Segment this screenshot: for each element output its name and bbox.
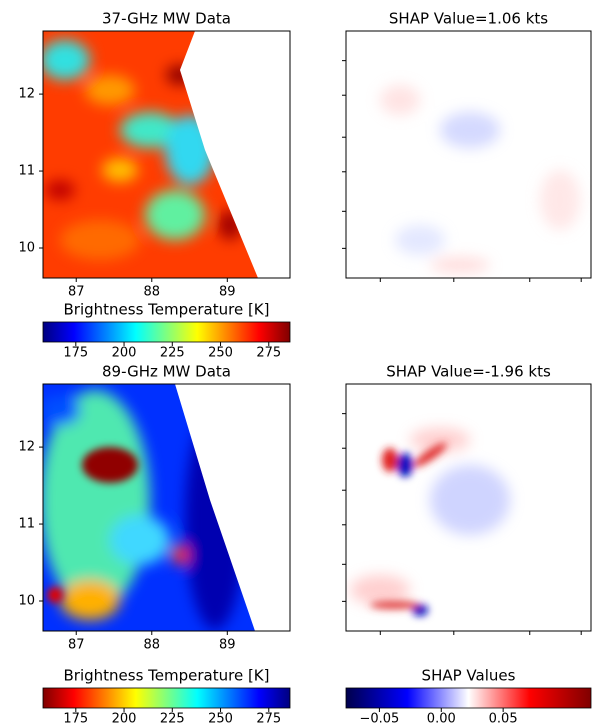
plot-frame	[345, 383, 592, 632]
colorbar-label: SHAP Values	[422, 667, 516, 685]
colorbar-tick-label: 175	[63, 346, 88, 361]
chart-title: SHAP Value=1.06 kts	[389, 10, 548, 28]
y-tick-label: 12	[18, 87, 35, 102]
colorbar-tick-label: 225	[160, 346, 185, 361]
colorbar-label: Brightness Temperature [K]	[64, 301, 270, 319]
x-tick-label: 87	[68, 285, 85, 300]
x-tick-label: 87	[68, 638, 85, 653]
colorbar	[42, 321, 291, 343]
colorbar-tick-label: 250	[208, 712, 233, 727]
colorbar-tick-label: 250	[208, 346, 233, 361]
shap-image	[346, 384, 592, 631]
colorbar-tick-label: 0.05	[489, 712, 518, 727]
plot-frame	[345, 30, 592, 279]
x-tick-label: 88	[143, 285, 160, 300]
y-tick-label: 10	[18, 240, 35, 255]
colorbar-tick-label: 200	[112, 712, 137, 727]
plot-frame	[42, 30, 291, 279]
colorbar	[345, 687, 592, 709]
y-tick-label: 11	[18, 517, 35, 532]
colorbar-label: Brightness Temperature [K]	[64, 667, 270, 685]
chart-title: SHAP Value=-1.96 kts	[386, 363, 551, 381]
colorbar-tick-label: −0.05	[359, 712, 399, 727]
plot-frame	[42, 383, 291, 632]
chart-title: 37-GHz MW Data	[102, 10, 231, 28]
y-tick-label: 12	[18, 440, 35, 455]
colorbar-tick-label: 225	[160, 712, 185, 727]
x-tick-label: 88	[143, 638, 160, 653]
colorbar-tick-label: 200	[112, 346, 137, 361]
chart-title: 89-GHz MW Data	[102, 363, 231, 381]
colorbar-tick-label: 0.00	[427, 712, 456, 727]
colorbar-tick-label: 175	[63, 712, 88, 727]
y-tick-label: 11	[18, 164, 35, 179]
heatmap-image	[43, 384, 290, 631]
x-tick-label: 89	[219, 638, 236, 653]
colorbar-tick-label: 275	[256, 346, 281, 361]
y-tick-label: 10	[18, 593, 35, 608]
shap-image	[346, 31, 592, 278]
colorbar-tick-label: 275	[256, 712, 281, 727]
colorbar	[42, 687, 291, 709]
heatmap-image	[43, 31, 290, 278]
x-tick-label: 89	[219, 285, 236, 300]
